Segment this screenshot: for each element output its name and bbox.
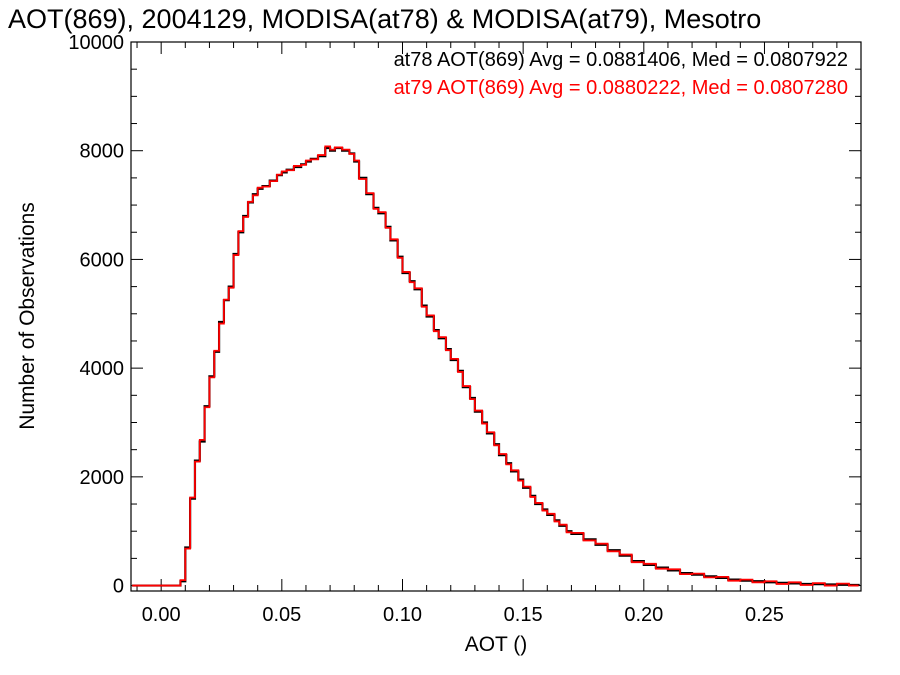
y-tick-label: 6000 (80, 249, 125, 271)
x-axis: 0.00 0.05 0.10 0.15 0.20 0.25 (136, 42, 838, 626)
x-tick-label: 0.20 (624, 604, 663, 626)
x-axis-label: AOT () (465, 633, 528, 656)
y-axis-label: Number of Observations (16, 202, 39, 430)
y-tick-label: 8000 (80, 141, 125, 163)
y-tick-label: 0 (113, 576, 124, 598)
series-layer (132, 145, 860, 587)
chart-title: AOT(869), 2004129, MODISA(at78) & MODISA… (8, 4, 761, 34)
legend-entry-at79: at79 AOT(869) Avg = 0.0880222, Med = 0.0… (394, 77, 848, 99)
x-tick-label: 0.05 (262, 604, 301, 626)
y-tick-label: 2000 (80, 467, 125, 489)
series-line-at79 (132, 145, 859, 587)
x-tick-label: 0.00 (142, 604, 181, 626)
x-tick-label: 0.10 (383, 604, 422, 626)
y-tick-label: 10000 (68, 32, 124, 54)
series-line-at78 (132, 146, 860, 587)
x-tick-label: 0.15 (504, 604, 543, 626)
plot-frame (130, 41, 862, 592)
y-tick-label: 4000 (80, 358, 125, 380)
y-axis: 0 2000 4000 6000 8000 10000 (68, 32, 861, 598)
x-tick-label: 0.25 (745, 604, 784, 626)
legend-entry-at78: at78 AOT(869) Avg = 0.0881406, Med = 0.0… (394, 49, 848, 71)
